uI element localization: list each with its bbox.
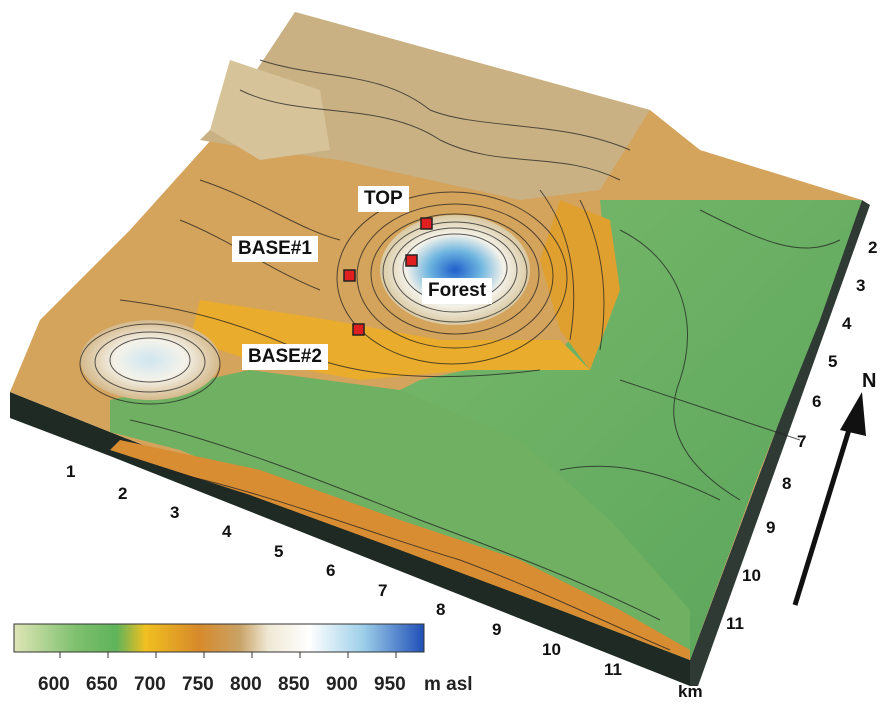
highland-northwest [210,60,330,160]
orange-ridge-east [540,200,620,370]
site-marker-base1 [343,269,356,282]
right-axis-tick: 3 [856,276,866,295]
right-axis-tick: 4 [842,314,852,333]
scale-tick-label: 850 [278,674,310,695]
front-axis-tick: 10 [542,640,561,659]
front-axis-tick: 2 [118,484,128,503]
scale-tick-marks [59,652,397,658]
elevation-color-scale [13,623,425,653]
scale-tick-label: 650 [86,674,118,695]
front-axis-tick: 1 [66,462,76,481]
site-marker-forest [405,254,418,267]
scale-tick-label: 800 [230,674,262,695]
north-arrow-head [840,392,866,436]
right-axis-tick: 9 [766,518,776,537]
right-axis-tick: 8 [782,474,792,493]
front-axis-tick: 7 [378,581,388,600]
site-marker-base2 [352,323,365,336]
site-label-base2: BASE#2 [242,344,328,370]
site-marker-top [420,217,433,230]
front-axis-tick: 3 [170,503,180,522]
site-label-forest: Forest [422,278,493,304]
north-arrow-shaft [792,419,855,606]
right-axis-tick: 5 [828,352,838,371]
front-axis-tick: 11 [604,660,622,679]
right-axis-tick: 2 [868,238,878,257]
scale-tick-label: 700 [134,674,166,695]
site-label-base1: BASE#1 [232,236,318,262]
north-label: N [862,370,877,392]
right-axis-tick: 7 [797,432,807,451]
site-label-top: TOP [358,186,409,212]
west-hill [80,320,220,400]
front-axis-tick: 5 [274,542,284,561]
front-axis-tick: 6 [326,561,336,580]
block-side-right [690,200,870,686]
front-axis-tick: 8 [436,600,446,619]
front-axis-unit: km [678,682,703,701]
scale-tick-label: 950 [374,674,406,695]
front-axis-tick: 9 [492,620,502,639]
front-axis-tick: 4 [222,522,232,541]
lowland-plain [380,200,862,660]
scale-tick-label: 900 [326,674,358,695]
orange-slope-south [110,440,690,660]
right-axis-tick: 11 [726,614,744,633]
right-axis-tick: 6 [812,392,822,411]
main-hill [380,215,530,325]
scale-tick-label: 750 [182,674,214,695]
scale-unit-label: m asl [424,674,473,695]
right-axis-tick: 10 [742,566,761,585]
scale-tick-label: 600 [38,674,70,695]
